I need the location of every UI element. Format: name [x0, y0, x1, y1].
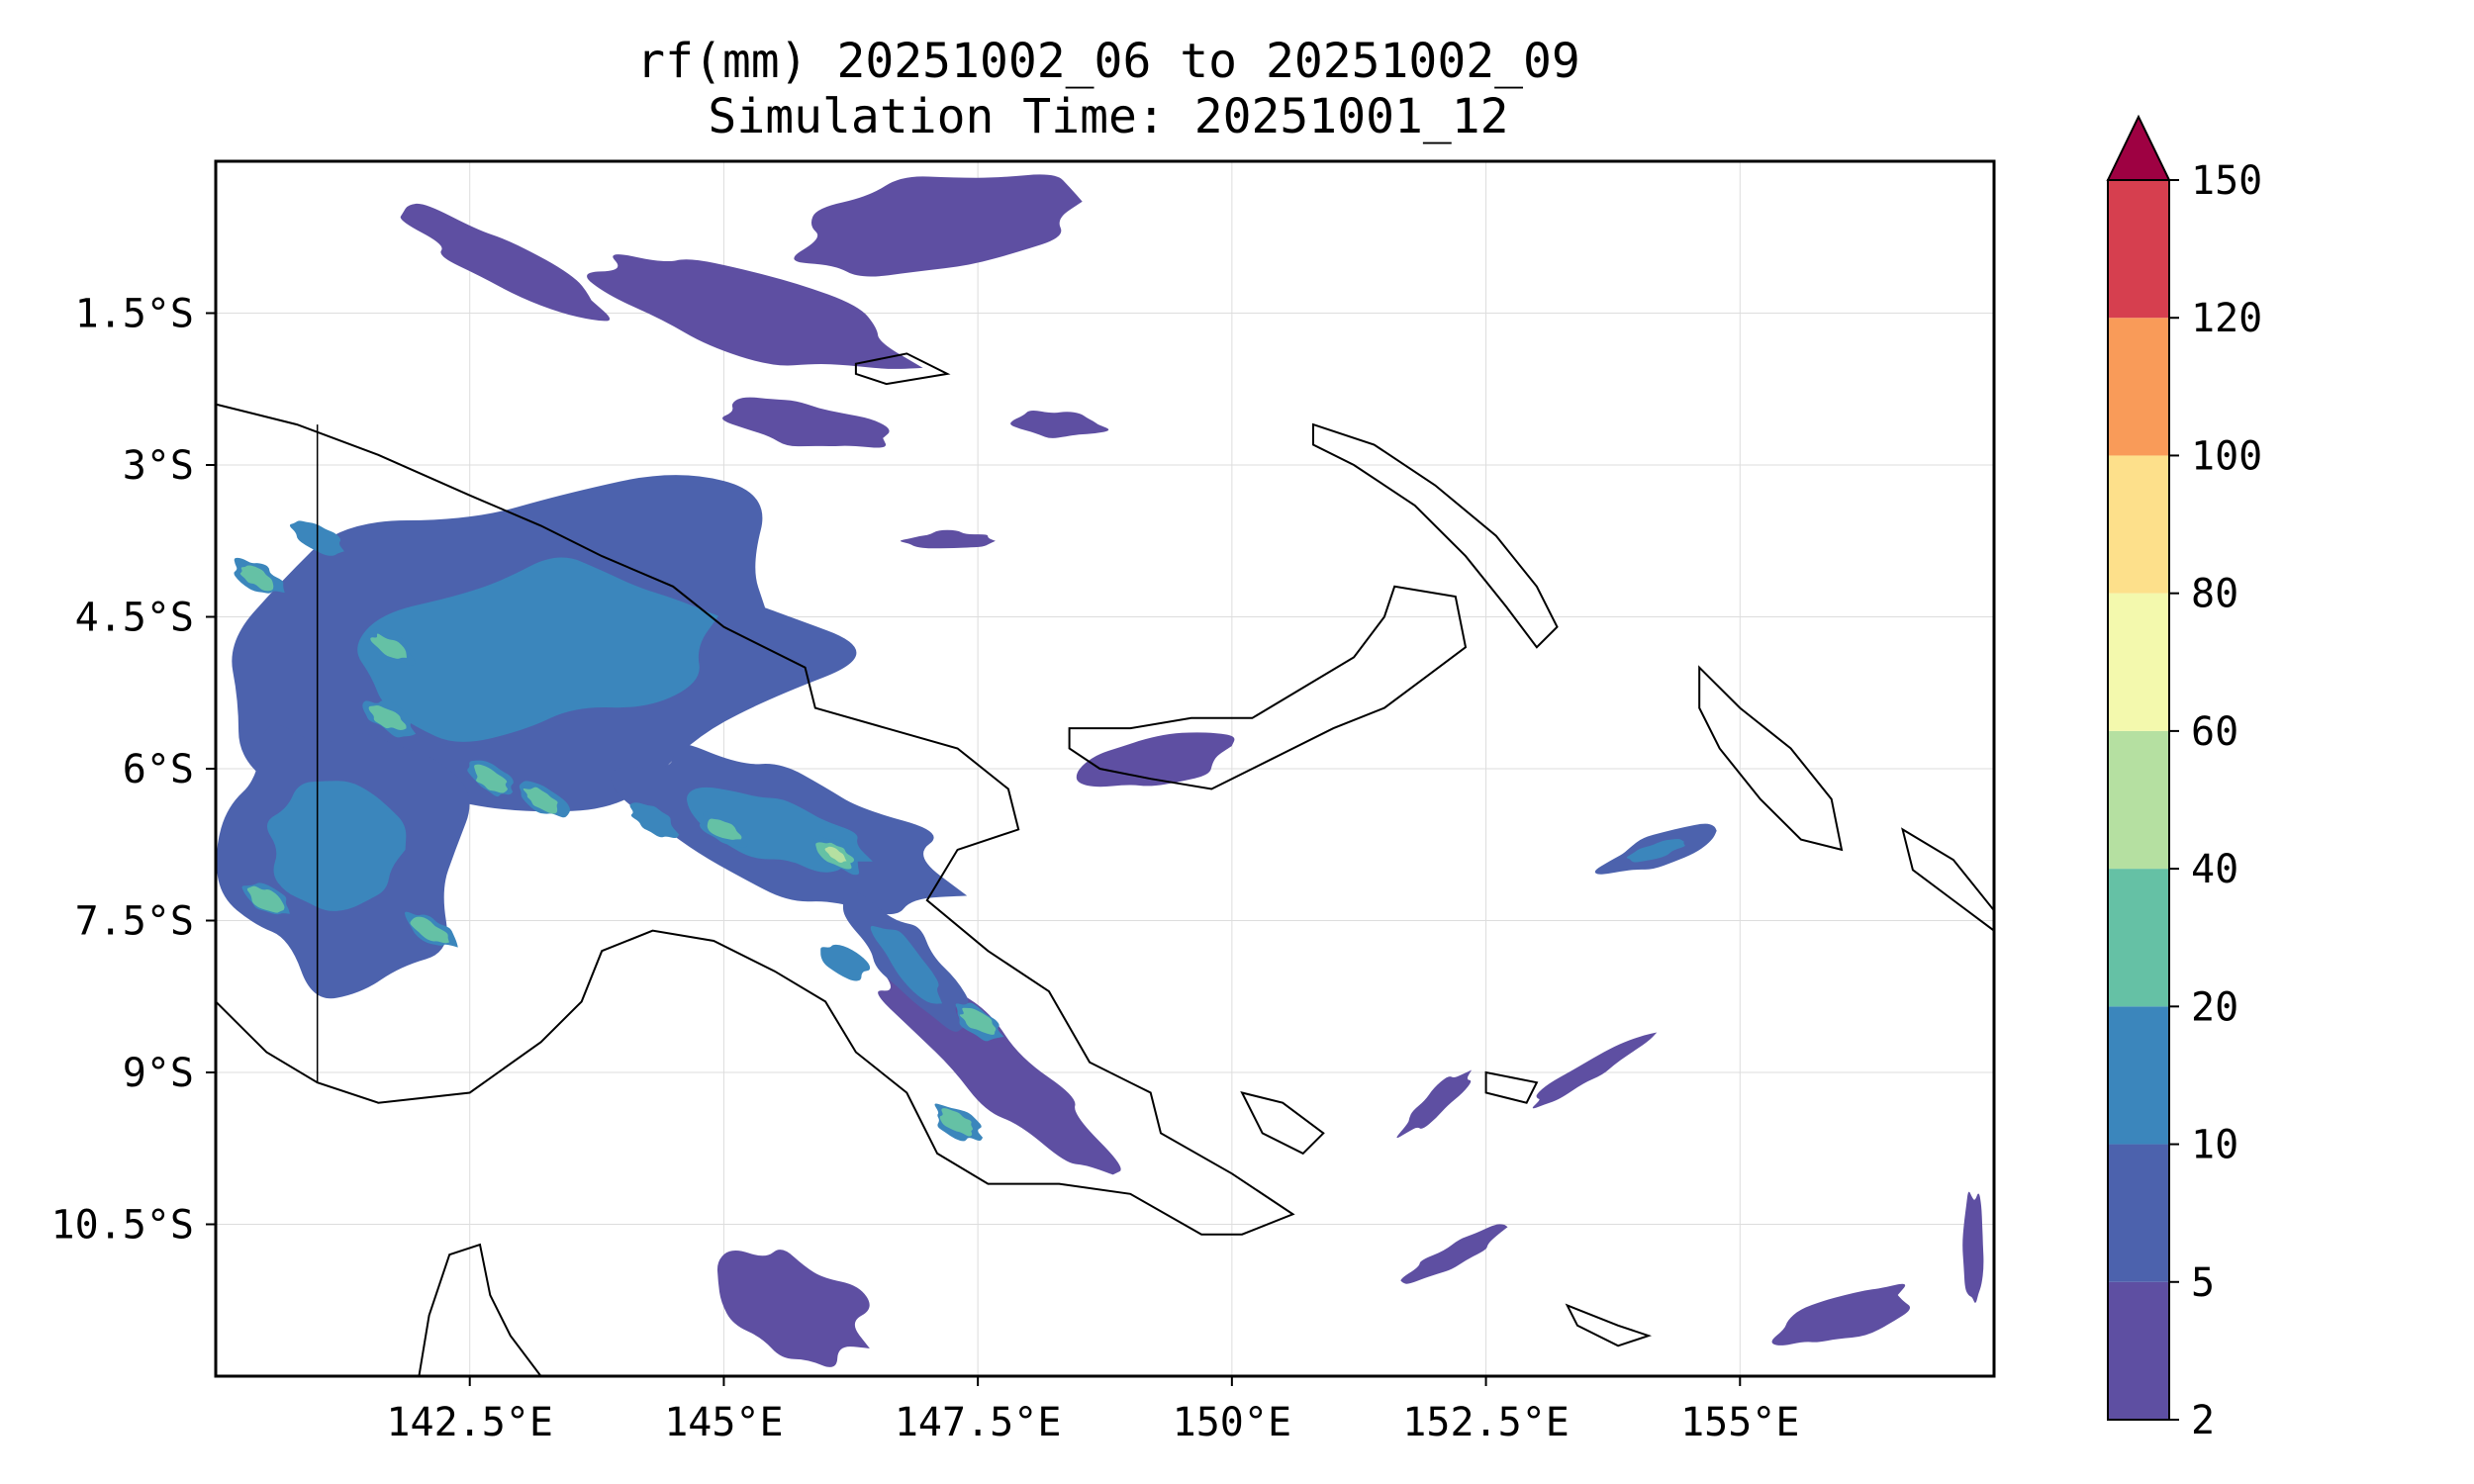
colorbar-tick-label: 40	[2191, 847, 2238, 892]
coastline-new-ireland	[1312, 422, 1559, 649]
rain-area	[1771, 1283, 1911, 1345]
rain-cell-level-4	[824, 846, 847, 863]
x-tick-label: 150°E	[1173, 1400, 1291, 1445]
colorbar-segment	[2108, 180, 2169, 319]
rain-cell-level-3	[959, 1007, 997, 1035]
x-tick-label: 152.5°E	[1402, 1400, 1570, 1445]
rain-cell-level-3	[707, 818, 742, 840]
coastline-manus	[854, 352, 951, 386]
y-tick-label: 4.5°S	[75, 596, 194, 641]
colorbar: 2 5 10 20 40 60 80 100 120 150	[2106, 114, 2262, 1443]
coastline-solomons	[1901, 827, 1995, 933]
y-axis-ticks: 1.5°S 3°S 4.5°S 6°S 7.5°S 9°S 10.5°S	[51, 292, 216, 1249]
x-tick-label: 155°E	[1680, 1400, 1799, 1445]
colorbar-frame	[2107, 179, 2170, 1421]
rain-area	[1076, 732, 1235, 788]
rain-area-inner	[1626, 838, 1685, 863]
rain-cell-level-3	[370, 633, 407, 659]
colorbar-tick-label: 5	[2191, 1260, 2215, 1306]
colorbar-segment	[2108, 730, 2169, 870]
rain-area	[1400, 1224, 1508, 1284]
rain-cell-level-2	[820, 944, 871, 981]
colorbar-segment	[2108, 455, 2169, 594]
y-tick-label: 1.5°S	[75, 292, 194, 337]
rain-area	[587, 254, 923, 369]
y-tick-label: 9°S	[123, 1051, 194, 1096]
coastline-bougainville	[1698, 665, 1844, 852]
rain-cell-level-3	[239, 565, 274, 592]
rain-area	[900, 529, 996, 549]
colorbar-segment	[2108, 1144, 2169, 1282]
colorbar-segment	[2108, 318, 2169, 456]
rain-area	[400, 203, 611, 322]
coastline-outlines	[215, 352, 1995, 1377]
colorbar-extend-triangle	[2106, 114, 2171, 181]
coastline-cape-york	[418, 1243, 543, 1377]
colorbar-tick-label: 60	[2191, 709, 2238, 755]
grid-lines	[216, 161, 1994, 1376]
colorbar-tick-label: 150	[2191, 158, 2262, 204]
rainfall-contours	[216, 174, 1984, 1367]
colorbar-tick-label: 20	[2191, 984, 2238, 1030]
rain-area-inner	[870, 925, 943, 1004]
colorbar-segment	[2108, 869, 2169, 1007]
rain-area-inner	[266, 781, 407, 911]
coastline-new-guinea	[215, 403, 1295, 1236]
colorbar-tick-label: 120	[2191, 296, 2262, 341]
rain-cell-level-3	[246, 885, 285, 913]
rain-area	[716, 1250, 870, 1367]
rain-area	[794, 174, 1083, 277]
rain-cell-level-2	[629, 802, 680, 838]
rain-cell-level-3	[410, 916, 449, 944]
rain-area	[1396, 1069, 1473, 1139]
colorbar-tick-label: 80	[2191, 572, 2238, 617]
rain-area	[722, 397, 890, 448]
colorbar-tick-label: 2	[2191, 1398, 2215, 1443]
x-tick-label: 147.5°E	[895, 1400, 1062, 1445]
y-tick-label: 7.5°S	[75, 899, 194, 945]
colorbar-segment	[2108, 1006, 2169, 1145]
rain-area	[1532, 1032, 1658, 1109]
coastline-woodlark	[1484, 1070, 1539, 1104]
chart-subtitle: Simulation Time: 20251001_12	[708, 89, 1509, 144]
y-tick-label: 10.5°S	[51, 1203, 195, 1249]
y-tick-label: 3°S	[123, 443, 194, 489]
x-tick-label: 142.5°E	[386, 1400, 553, 1445]
x-tick-label: 145°E	[664, 1400, 783, 1445]
colorbar-segment	[2108, 593, 2169, 731]
rain-cell-level-3	[939, 1108, 973, 1137]
rain-cell-level-3	[474, 764, 509, 793]
colorbar-tick-label: 100	[2191, 433, 2262, 479]
chart-title: rf(mm) 20251002_06 to 20251002_09	[636, 34, 1580, 89]
coastline-dentrecasteaux	[1240, 1091, 1325, 1156]
colorbar-segment	[2108, 1281, 2169, 1420]
rain-area-inner	[357, 557, 718, 742]
colorbar-tick-label: 10	[2191, 1123, 2238, 1168]
coastline-rossel	[1565, 1303, 1653, 1347]
y-tick-label: 6°S	[123, 747, 194, 792]
x-axis-ticks: 142.5°E 145°E 147.5°E 150°E 152.5°E 155°E	[386, 1376, 1799, 1445]
rain-cell-level-3	[523, 787, 558, 814]
rain-area	[1962, 1191, 1984, 1303]
coastline-new-britain	[1068, 585, 1468, 790]
rain-cell-level-3	[368, 704, 407, 730]
rain-area	[1010, 411, 1109, 438]
